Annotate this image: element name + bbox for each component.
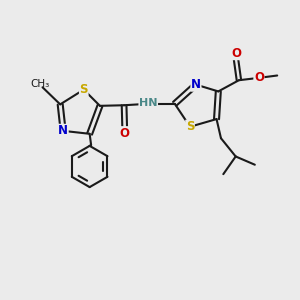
Text: O: O (231, 46, 241, 60)
Text: S: S (80, 83, 88, 96)
Text: S: S (186, 120, 194, 133)
Text: HN: HN (139, 98, 158, 108)
Text: CH₃: CH₃ (31, 79, 50, 89)
Text: O: O (120, 127, 130, 140)
Text: N: N (58, 124, 68, 137)
Text: N: N (191, 78, 201, 91)
Text: O: O (254, 71, 264, 84)
